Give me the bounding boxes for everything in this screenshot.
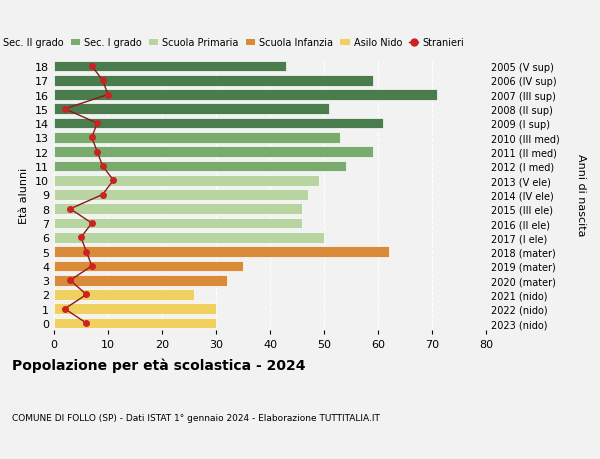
Bar: [54, 204, 302, 215]
Bar: [54, 147, 373, 157]
Bar: [54, 62, 286, 72]
Bar: [54, 161, 346, 172]
Bar: [54, 318, 216, 329]
Text: COMUNE DI FOLLO (SP) - Dati ISTAT 1° gennaio 2024 - Elaborazione TUTTITALIA.IT: COMUNE DI FOLLO (SP) - Dati ISTAT 1° gen…: [12, 413, 380, 422]
Bar: [54, 290, 194, 300]
Bar: [54, 118, 383, 129]
Bar: [54, 304, 216, 314]
Text: Popolazione per età scolastica - 2024: Popolazione per età scolastica - 2024: [12, 358, 305, 373]
Y-axis label: Età alunni: Età alunni: [19, 167, 29, 223]
Bar: [54, 190, 308, 201]
Bar: [54, 233, 324, 243]
Bar: [54, 175, 319, 186]
Bar: [54, 133, 340, 143]
Bar: [54, 247, 389, 257]
Bar: [54, 104, 329, 115]
Legend: Sec. II grado, Sec. I grado, Scuola Primaria, Scuola Infanzia, Asilo Nido, Stran: Sec. II grado, Sec. I grado, Scuola Prim…: [0, 34, 468, 52]
Bar: [54, 90, 437, 101]
Y-axis label: Anni di nascita: Anni di nascita: [576, 154, 586, 236]
Bar: [54, 261, 243, 272]
Bar: [54, 218, 302, 229]
Bar: [54, 76, 373, 86]
Bar: [54, 275, 227, 286]
